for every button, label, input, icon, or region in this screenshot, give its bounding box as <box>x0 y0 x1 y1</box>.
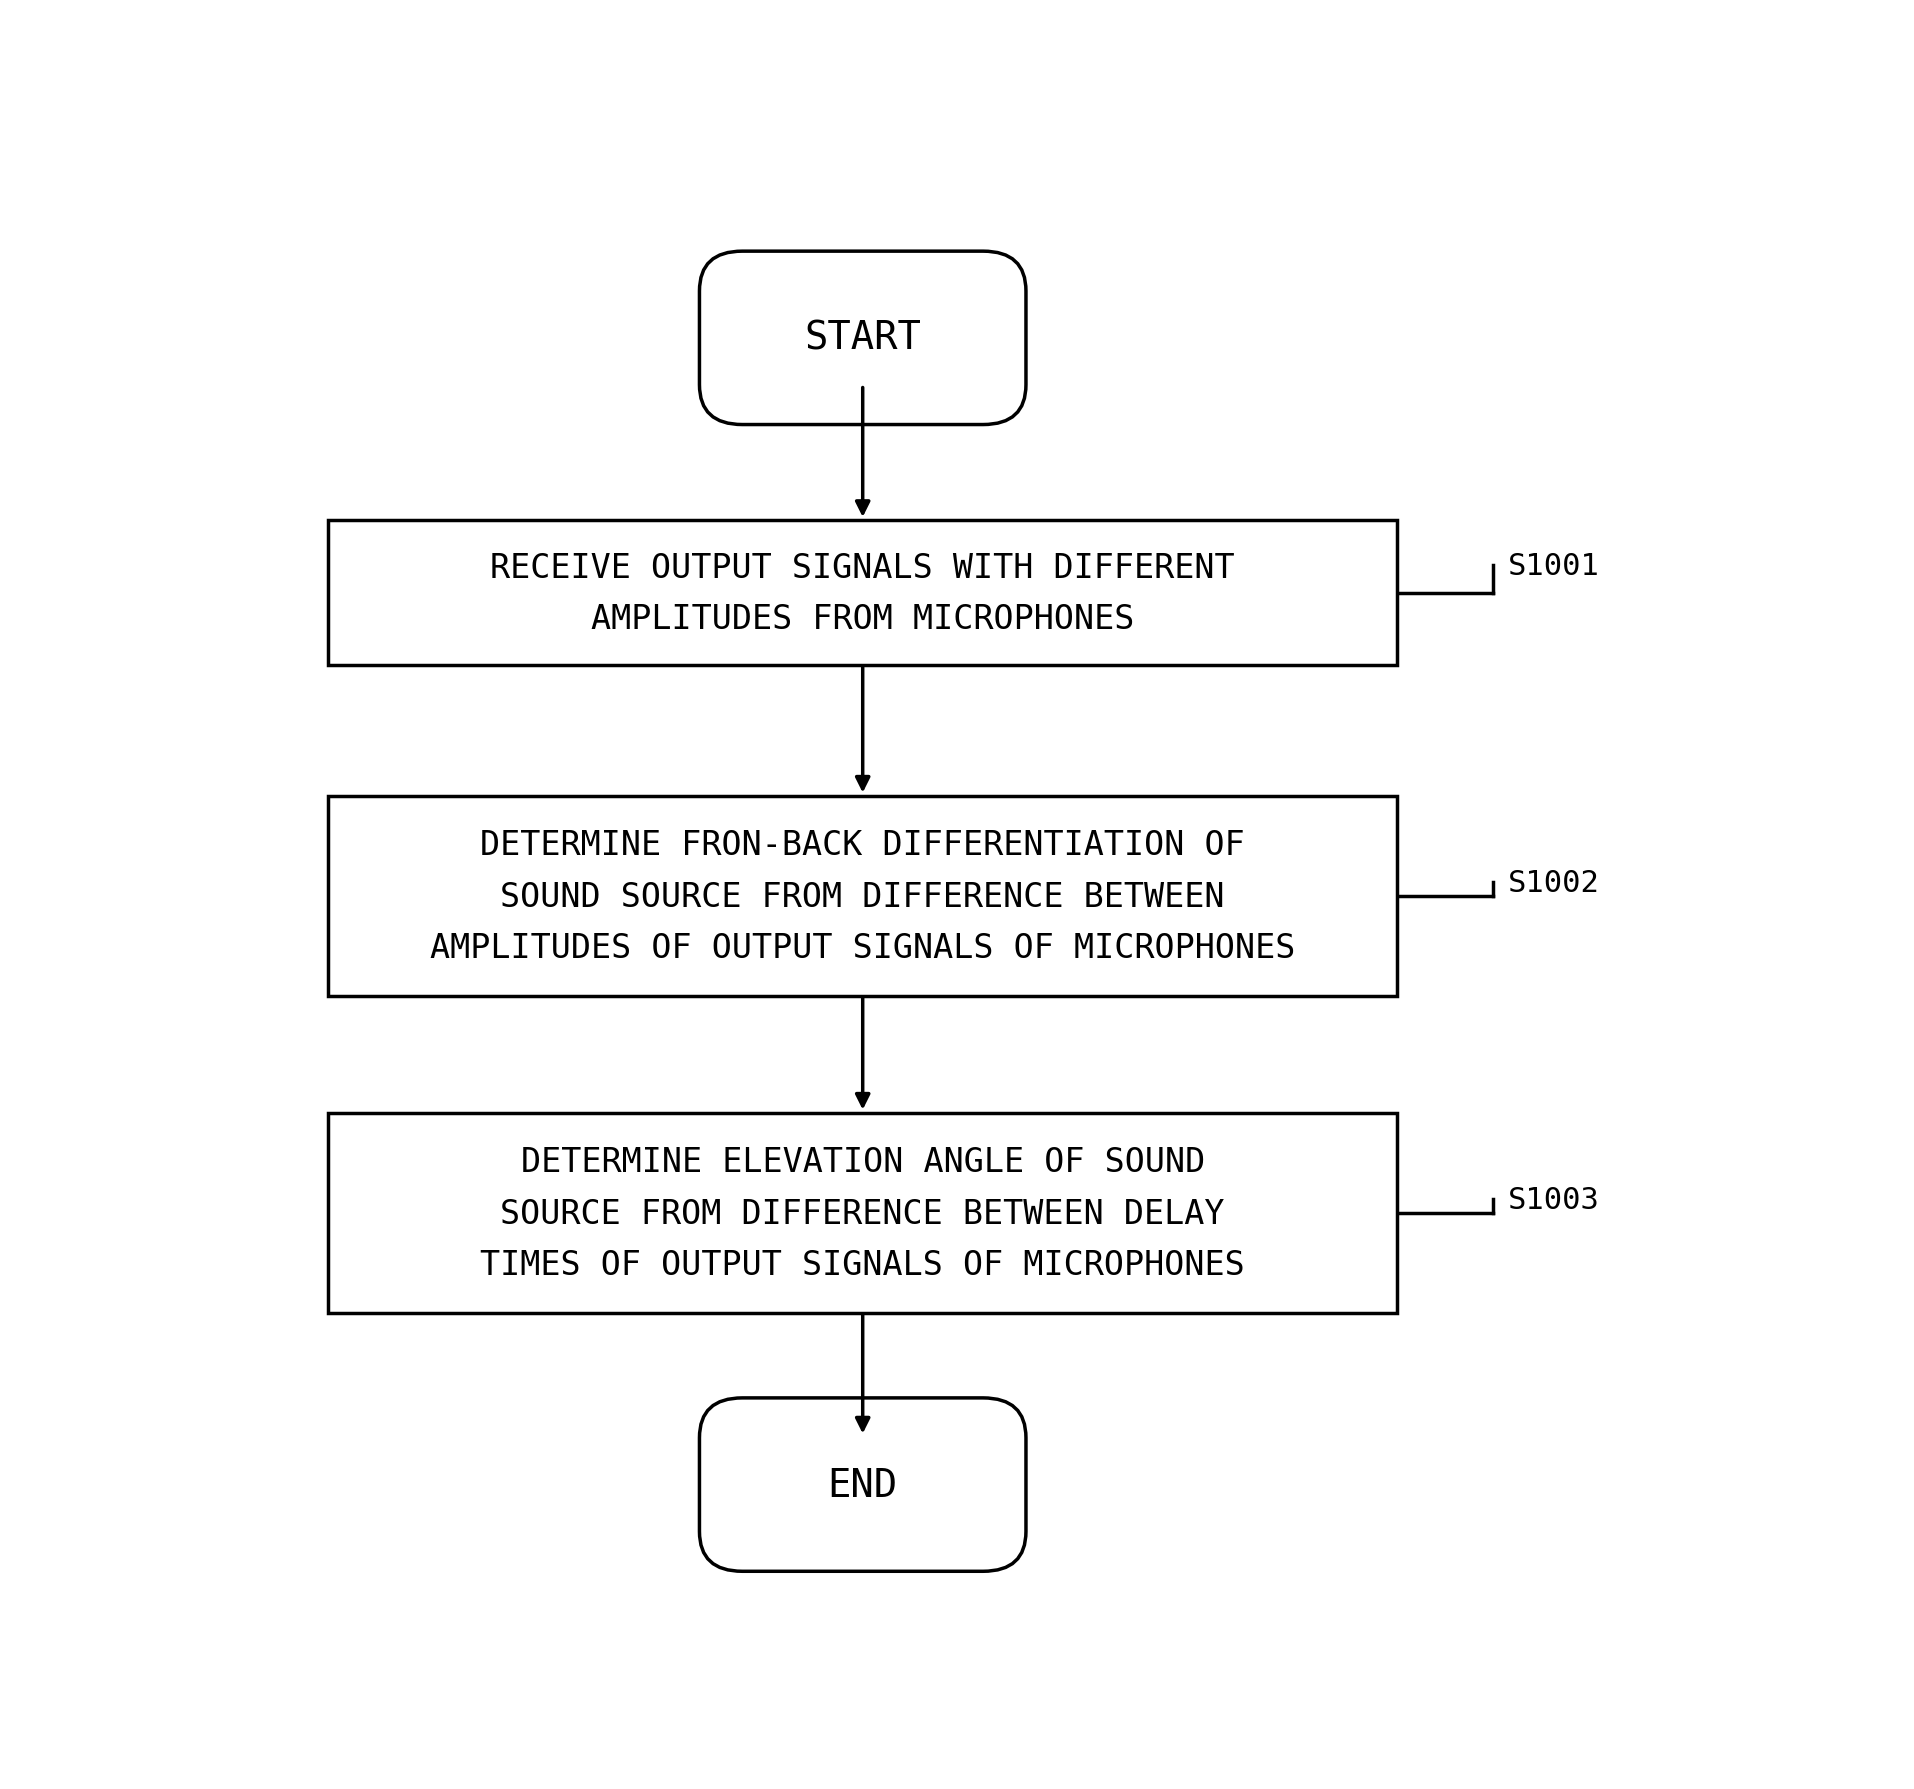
FancyBboxPatch shape <box>699 252 1026 426</box>
Text: DETERMINE ELEVATION ANGLE OF SOUND
SOURCE FROM DIFFERENCE BETWEEN DELAY
TIMES OF: DETERMINE ELEVATION ANGLE OF SOUND SOURC… <box>480 1145 1244 1281</box>
FancyBboxPatch shape <box>699 1399 1026 1571</box>
Text: DETERMINE FRON-BACK DIFFERENTIATION OF
SOUND SOURCE FROM DIFFERENCE BETWEEN
AMPL: DETERMINE FRON-BACK DIFFERENTIATION OF S… <box>431 828 1294 964</box>
Bar <box>329 1113 1395 1313</box>
Text: S1002: S1002 <box>1508 868 1600 898</box>
Bar <box>329 521 1395 666</box>
Bar <box>329 796 1395 996</box>
Text: S1001: S1001 <box>1508 551 1600 580</box>
Text: RECEIVE OUTPUT SIGNALS WITH DIFFERENT
AMPLITUDES FROM MICROPHONES: RECEIVE OUTPUT SIGNALS WITH DIFFERENT AM… <box>490 551 1235 635</box>
Text: END: END <box>827 1465 898 1505</box>
Text: S1003: S1003 <box>1508 1184 1600 1215</box>
Text: START: START <box>804 320 921 358</box>
